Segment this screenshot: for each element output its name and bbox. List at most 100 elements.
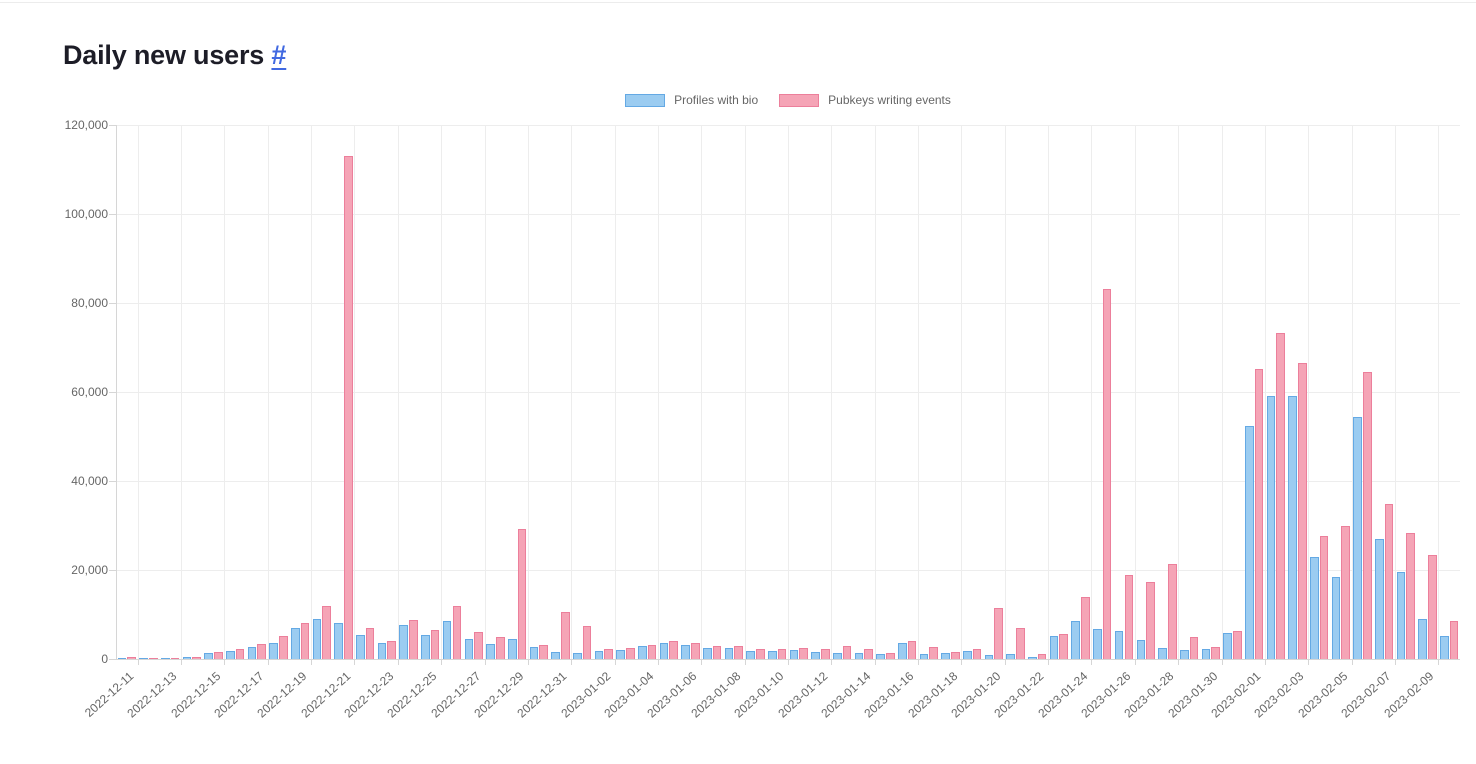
bar-profiles-2023-01-20	[984, 654, 994, 659]
bar-pubkeys-2023-01-07	[712, 646, 722, 659]
y-tick-label: 20,000	[71, 563, 108, 577]
bar-pubkeys-2023-01-24	[1081, 597, 1090, 659]
bar-profiles-2023-02-06	[1353, 416, 1362, 659]
page-title-text: Daily new users	[63, 40, 265, 70]
bar-profiles-2023-02-08	[1396, 572, 1406, 659]
bar-profiles-2023-01-18	[941, 653, 951, 659]
bar-profiles-2023-02-01	[1244, 426, 1254, 659]
y-tick-label: 120,000	[64, 118, 108, 132]
bar-pubkeys-2023-01-15	[886, 652, 895, 659]
bar-profiles-2022-12-21	[334, 622, 344, 659]
bar-pubkeys-2022-12-11	[127, 657, 136, 659]
x-tick-mark	[137, 659, 139, 665]
bar-pubkeys-2022-12-27	[474, 632, 483, 659]
x-gridline	[657, 125, 659, 659]
bar-pubkeys-2023-02-10	[1449, 620, 1459, 659]
bar-profiles-2022-12-23	[377, 643, 387, 659]
x-gridline	[961, 125, 963, 659]
bar-pubkeys-2023-01-20	[994, 607, 1004, 659]
bar-profiles-2023-01-25	[1093, 629, 1102, 659]
bar-pubkeys-2023-01-11	[799, 648, 808, 659]
x-tick-mark	[831, 659, 833, 665]
bar-pubkeys-2022-12-13	[170, 657, 180, 659]
bar-profiles-2023-02-04	[1309, 556, 1319, 659]
bar-pubkeys-2022-12-30	[539, 645, 548, 659]
x-gridline	[527, 125, 529, 659]
y-tick-label: 0	[101, 652, 108, 666]
bar-profiles-2023-01-16	[898, 642, 907, 659]
bar-profiles-2023-01-12	[811, 651, 820, 659]
bar-pubkeys-2023-01-14	[864, 649, 874, 659]
y-axis-line	[116, 125, 117, 659]
bar-pubkeys-2023-02-07	[1384, 504, 1394, 659]
bar-pubkeys-2023-01-25	[1102, 289, 1112, 659]
bar-pubkeys-2023-01-01	[582, 626, 592, 659]
x-gridline	[788, 125, 789, 659]
bar-pubkeys-2023-01-09	[755, 648, 765, 659]
x-tick-mark	[788, 659, 789, 665]
bar-pubkeys-2023-01-29	[1189, 637, 1199, 659]
y-tick-mark	[109, 570, 116, 571]
x-tick-mark	[961, 659, 963, 665]
bar-profiles-2023-01-30	[1201, 649, 1211, 659]
bar-pubkeys-2023-01-12	[821, 648, 830, 659]
bar-pubkeys-2023-01-18	[951, 651, 960, 659]
x-gridline	[267, 125, 269, 659]
x-gridline	[1091, 125, 1093, 659]
bar-pubkeys-2022-12-29	[517, 528, 527, 659]
bar-pubkeys-2023-01-27	[1146, 582, 1155, 659]
bar-pubkeys-2023-01-06	[690, 643, 700, 659]
bar-profiles-2023-01-26	[1114, 630, 1124, 659]
x-tick-mark	[311, 659, 313, 665]
bar-pubkeys-2023-02-06	[1362, 372, 1372, 659]
bar-profiles-2023-02-09	[1418, 618, 1427, 659]
bar-profiles-2023-01-23	[1049, 635, 1059, 659]
y-tick-label: 40,000	[71, 474, 108, 488]
title-anchor-link[interactable]: #	[271, 40, 287, 70]
bar-profiles-2023-01-08	[724, 647, 734, 659]
legend-swatch-blue	[625, 93, 666, 107]
bar-profiles-2022-12-29	[507, 639, 517, 659]
bar-profiles-2022-12-16	[226, 650, 235, 659]
legend-swatch-pink	[779, 93, 820, 107]
legend-label: Profiles with bio	[674, 93, 759, 107]
x-tick-mark	[1308, 659, 1310, 665]
x-tick-mark	[918, 659, 920, 665]
x-tick-mark	[1264, 659, 1266, 665]
bar-profiles-2022-12-17	[247, 646, 257, 659]
x-tick-mark	[1351, 659, 1353, 665]
bar-profiles-2023-02-03	[1288, 396, 1297, 659]
x-gridline	[1308, 125, 1310, 659]
bar-profiles-2022-12-19	[291, 627, 300, 659]
bar-pubkeys-2023-01-31	[1232, 630, 1242, 659]
bar-pubkeys-2022-12-16	[235, 648, 245, 659]
x-tick-mark	[1438, 659, 1440, 665]
bar-profiles-2023-01-28	[1158, 648, 1167, 659]
y-tick-mark	[109, 481, 116, 482]
bar-profiles-2022-12-11	[117, 658, 127, 659]
legend-item-profiles[interactable]: Profiles with bio	[625, 93, 758, 107]
x-gridline	[614, 125, 616, 659]
bar-profiles-2023-01-04	[637, 646, 647, 659]
bar-pubkeys-2023-02-01	[1254, 368, 1264, 659]
bar-pubkeys-2023-01-28	[1167, 564, 1177, 659]
x-gridline	[1264, 125, 1266, 659]
x-gridline	[1004, 125, 1006, 659]
bar-profiles-2023-01-09	[746, 650, 755, 659]
x-gridline	[744, 125, 746, 659]
x-tick-mark	[1134, 659, 1136, 665]
bar-pubkeys-2023-01-22	[1037, 654, 1047, 659]
x-tick-mark	[1394, 659, 1396, 665]
x-tick-mark	[441, 659, 443, 665]
x-tick-mark	[397, 659, 399, 665]
legend-item-pubkeys[interactable]: Pubkeys writing events	[779, 93, 951, 107]
bar-pubkeys-2023-01-08	[734, 646, 743, 659]
bar-profiles-2023-01-02	[594, 650, 604, 659]
x-tick-mark	[701, 659, 703, 665]
y-tick-label: 60,000	[71, 385, 108, 399]
bar-profiles-2023-02-10	[1439, 635, 1449, 659]
bar-pubkeys-2022-12-23	[387, 640, 397, 659]
bar-profiles-2023-01-06	[681, 644, 690, 659]
bar-pubkeys-2023-02-03	[1297, 362, 1307, 659]
